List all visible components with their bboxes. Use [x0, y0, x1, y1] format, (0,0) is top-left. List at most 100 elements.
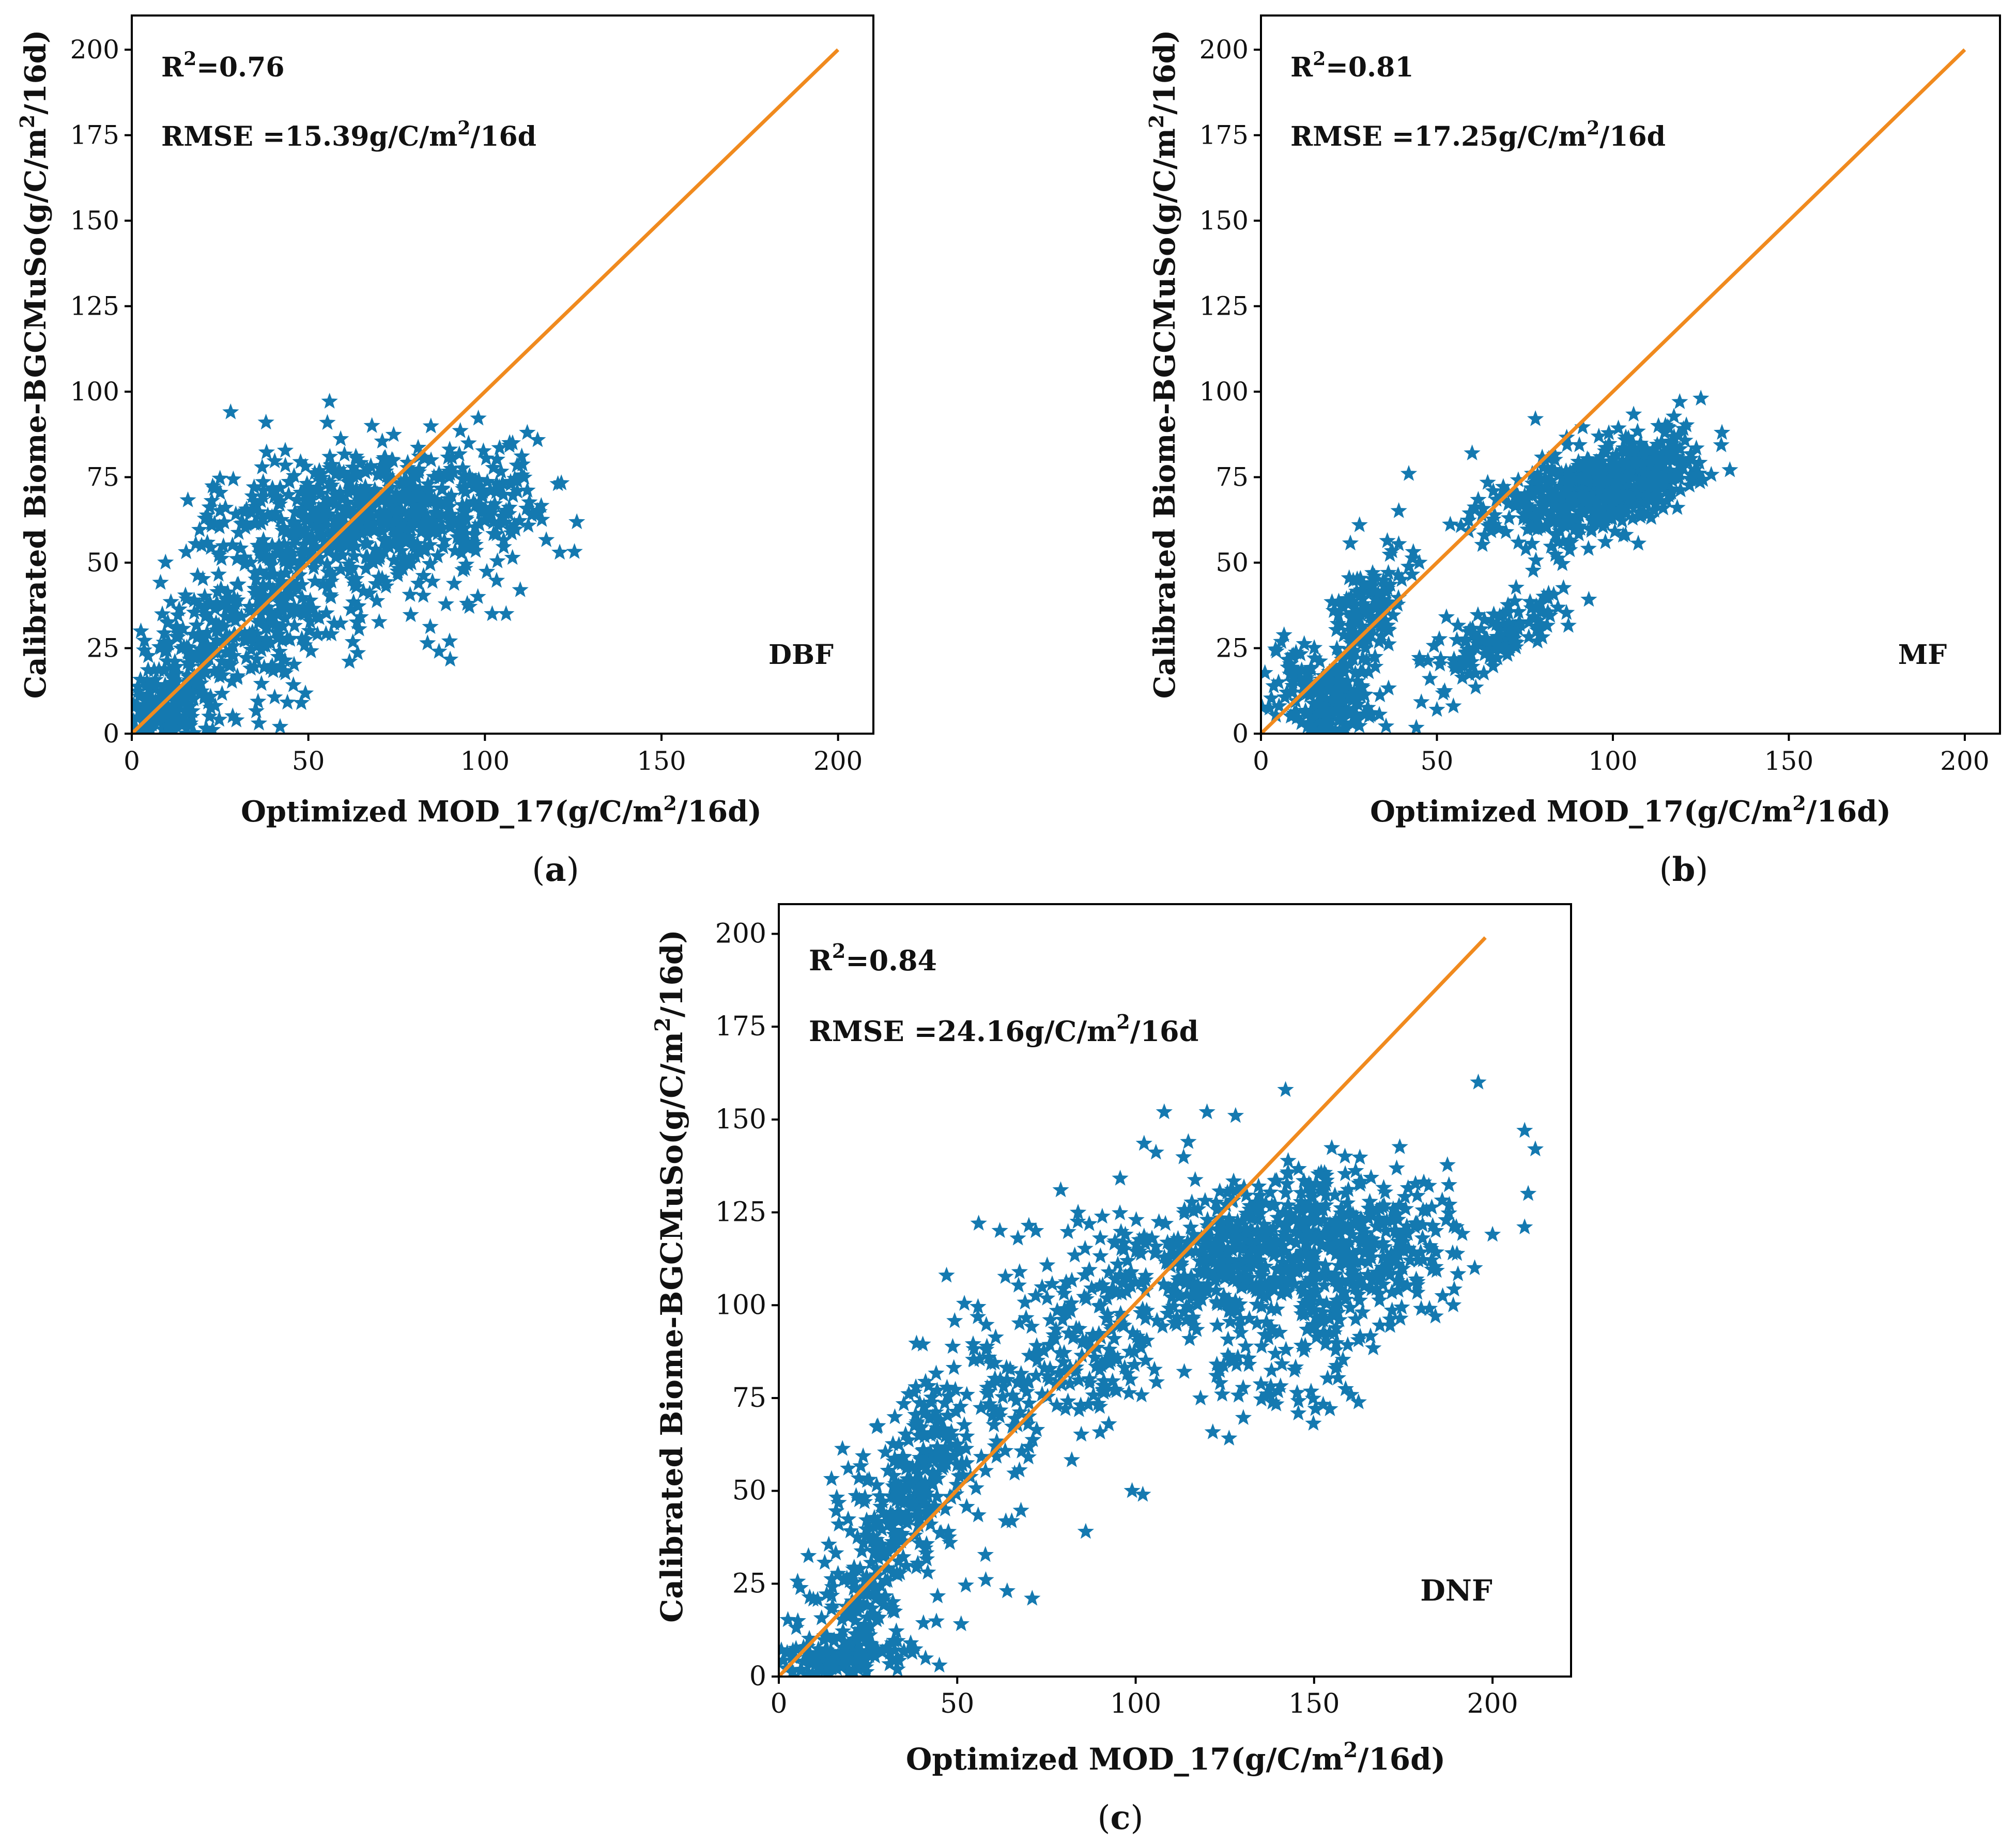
- data-point: [234, 514, 252, 531]
- data-point: [1524, 474, 1541, 491]
- x-tick-label: 200: [1467, 1688, 1518, 1719]
- data-point: [1329, 679, 1346, 696]
- data-point: [842, 1522, 859, 1539]
- data-point: [1488, 615, 1505, 631]
- data-point: [273, 511, 290, 528]
- data-point: [1371, 1292, 1388, 1308]
- data-point: [978, 1341, 995, 1357]
- data-point: [1212, 1248, 1229, 1265]
- data-point: [277, 610, 294, 626]
- data-point: [1368, 1218, 1386, 1234]
- data-point: [1421, 1300, 1438, 1316]
- data-point: [135, 641, 153, 658]
- data-point: [445, 575, 463, 591]
- data-point: [1311, 653, 1328, 669]
- data-point: [1278, 1341, 1295, 1357]
- data-point: [504, 549, 521, 565]
- data-point: [1675, 420, 1692, 436]
- data-point: [895, 1548, 912, 1564]
- data-point: [1081, 1215, 1098, 1231]
- data-point: [183, 702, 201, 719]
- data-point: [363, 507, 380, 523]
- data-point: [225, 637, 242, 654]
- data-point: [1335, 692, 1352, 709]
- data-point: [1196, 1192, 1214, 1208]
- data-point: [229, 576, 247, 592]
- data-point: [219, 583, 236, 600]
- data-point: [297, 458, 314, 474]
- data-point: [1351, 516, 1368, 532]
- data-point: [1510, 494, 1527, 511]
- data-point: [1494, 639, 1512, 656]
- data-point: [1341, 1204, 1358, 1220]
- data-point: [1341, 569, 1358, 585]
- data-point: [1655, 472, 1673, 488]
- data-point: [1672, 481, 1689, 498]
- data-point: [1547, 486, 1565, 502]
- data-point: [1060, 1324, 1078, 1341]
- data-point: [868, 1531, 885, 1547]
- data-point: [236, 555, 253, 571]
- data-point: [1114, 1274, 1131, 1291]
- data-point: [426, 491, 443, 507]
- data-point: [151, 638, 168, 655]
- data-point: [947, 1380, 964, 1397]
- data-point: [829, 1647, 847, 1663]
- data-point: [886, 1523, 903, 1539]
- data-point: [1562, 534, 1580, 550]
- data-point: [442, 510, 459, 526]
- data-point: [1207, 1193, 1225, 1210]
- data-point: [436, 532, 453, 548]
- data-point: [1400, 557, 1418, 574]
- data-point: [1460, 511, 1477, 528]
- data-point: [210, 621, 227, 638]
- data-point: [1579, 450, 1596, 467]
- data-point: [386, 513, 403, 529]
- data-point: [1584, 471, 1601, 487]
- data-point: [184, 626, 202, 642]
- data-point: [1648, 465, 1665, 481]
- data-point: [1041, 1336, 1058, 1352]
- data-point: [1317, 1256, 1334, 1273]
- x-tick-label: 0: [1253, 746, 1269, 776]
- data-point: [1375, 571, 1392, 588]
- data-point: [931, 1656, 948, 1673]
- data-point: [471, 516, 488, 532]
- panel-b-class-label: MF: [1898, 639, 1947, 671]
- data-point: [983, 1407, 1001, 1423]
- data-point: [870, 1609, 887, 1625]
- data-point: [1580, 474, 1597, 490]
- data-point: [859, 1527, 876, 1543]
- data-point: [1575, 469, 1592, 486]
- data-point: [1384, 1200, 1402, 1217]
- data-point: [263, 556, 280, 572]
- data-point: [211, 484, 229, 500]
- data-point: [1321, 1400, 1338, 1417]
- data-point: [1520, 1185, 1537, 1201]
- data-point: [198, 506, 216, 523]
- data-point: [374, 432, 391, 449]
- data-point: [247, 498, 264, 514]
- data-point: [1325, 602, 1342, 618]
- data-point: [879, 1572, 896, 1588]
- data-point: [1388, 1159, 1405, 1175]
- data-point: [1510, 487, 1527, 504]
- data-point: [1551, 464, 1568, 481]
- data-point: [870, 1549, 887, 1565]
- data-point: [1475, 664, 1492, 681]
- data-point: [1147, 1143, 1164, 1160]
- data-point: [478, 563, 496, 579]
- data-point: [519, 482, 536, 498]
- data-point: [1292, 1193, 1310, 1209]
- data-point: [1297, 702, 1314, 718]
- data-point: [1176, 1239, 1193, 1255]
- data-point: [1600, 424, 1618, 440]
- data-point: [1181, 1243, 1198, 1259]
- data-point: [1644, 442, 1661, 458]
- data-point: [1235, 1409, 1252, 1425]
- data-point: [1255, 1289, 1273, 1305]
- data-point: [447, 542, 464, 559]
- data-point: [1391, 1265, 1408, 1281]
- data-point: [443, 487, 460, 503]
- data-point: [357, 560, 375, 576]
